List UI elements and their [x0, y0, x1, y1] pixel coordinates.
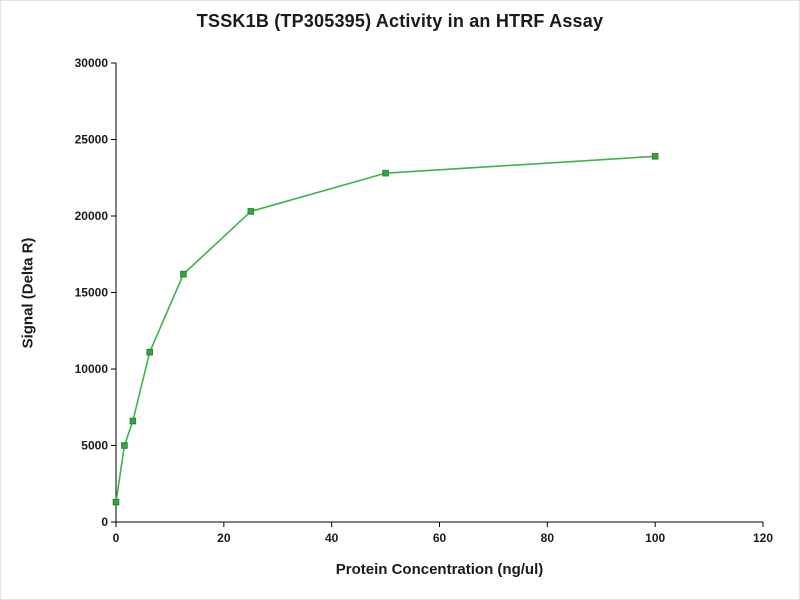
- data-point-marker: [146, 348, 153, 356]
- y-tick-label: 30000: [75, 56, 109, 70]
- y-tick-label: 15000: [75, 286, 109, 300]
- x-tick-label: 0: [113, 531, 120, 545]
- data-point-marker: [247, 208, 255, 215]
- data-point-marker: [112, 498, 120, 506]
- x-tick-label: 80: [541, 531, 555, 545]
- data-point-marker: [121, 442, 128, 449]
- data-point-marker: [180, 270, 187, 278]
- x-tick-label: 60: [433, 531, 447, 545]
- x-tick-label: 120: [753, 531, 773, 545]
- y-tick-label: 20000: [75, 209, 109, 223]
- data-point-marker: [129, 417, 137, 425]
- y-tick-label: 0: [101, 515, 108, 529]
- x-tick-label: 40: [325, 531, 339, 545]
- y-tick-label: 25000: [75, 133, 109, 147]
- y-tick-label: 10000: [75, 362, 109, 376]
- x-tick-label: 20: [217, 531, 231, 545]
- x-tick-label: 100: [645, 531, 665, 545]
- data-line: [115, 155, 656, 503]
- x-axis-title: Protein Concentration (ng/ul): [335, 561, 544, 578]
- data-point-marker: [382, 169, 389, 177]
- chart-title: TSSK1B (TP305395) Activity in an HTRF As…: [196, 11, 604, 31]
- data-point-marker: [651, 153, 659, 160]
- y-tick-label: 5000: [81, 439, 108, 453]
